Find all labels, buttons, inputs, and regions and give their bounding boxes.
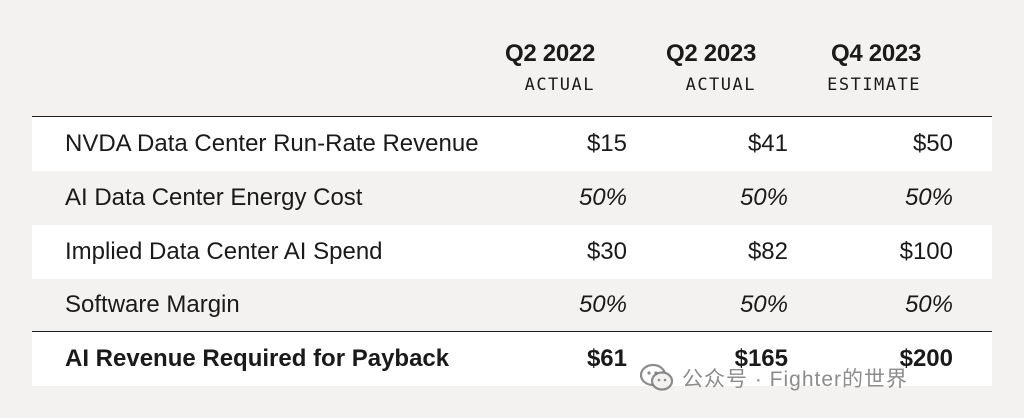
column-kind: ESTIMATE <box>827 75 921 95</box>
row-value: $30 <box>586 238 627 265</box>
table-row-total: AI Revenue Required for Payback $61 $165… <box>32 332 992 386</box>
row-value: 50% <box>739 291 788 318</box>
wechat-icon <box>639 363 674 393</box>
row-value: 50% <box>739 184 788 211</box>
row-value: 50% <box>904 184 953 211</box>
row-label: Software Margin <box>65 291 240 318</box>
row-value: $50 <box>912 130 953 157</box>
row-label: AI Revenue Required for Payback <box>65 345 450 372</box>
table-row: Software Margin 50% 50% 50% <box>32 278 992 332</box>
row-value: 50% <box>578 184 627 211</box>
row-value: 50% <box>904 291 953 318</box>
row-value: $41 <box>747 130 788 157</box>
table-top-divider <box>32 116 992 117</box>
row-value: $61 <box>586 345 627 372</box>
row-value: $200 <box>899 345 953 372</box>
column-period: Q2 2022 <box>505 40 595 67</box>
column-header-q2-2022: Q2 2022 ACTUAL <box>395 38 595 98</box>
row-value: $100 <box>899 238 953 265</box>
row-value: $82 <box>747 238 788 265</box>
table-row: Implied Data Center AI Spend $30 $82 $10… <box>32 225 992 279</box>
row-label: AI Data Center Energy Cost <box>65 184 363 211</box>
table-row: AI Data Center Energy Cost 50% 50% 50% <box>32 171 992 225</box>
row-value: $165 <box>734 345 788 372</box>
table-total-divider <box>32 331 992 332</box>
row-value: 50% <box>578 291 627 318</box>
column-header-q4-2023: Q4 2023 ESTIMATE <box>721 38 921 98</box>
column-kind: ACTUAL <box>685 75 756 95</box>
watermark-text: 公众号 · Fighter的世界 <box>682 368 909 391</box>
column-period: Q4 2023 <box>831 40 921 67</box>
column-period: Q2 2023 <box>666 40 756 67</box>
watermark: 公众号 · Fighter的世界 <box>639 358 909 398</box>
column-header-q2-2023: Q2 2023 ACTUAL <box>556 38 756 98</box>
column-kind: ACTUAL <box>524 75 595 95</box>
table-row: NVDA Data Center Run-Rate Revenue $15 $4… <box>32 117 992 171</box>
row-value: $15 <box>586 130 627 157</box>
row-label: NVDA Data Center Run-Rate Revenue <box>65 130 479 157</box>
row-label: Implied Data Center AI Spend <box>65 238 383 265</box>
